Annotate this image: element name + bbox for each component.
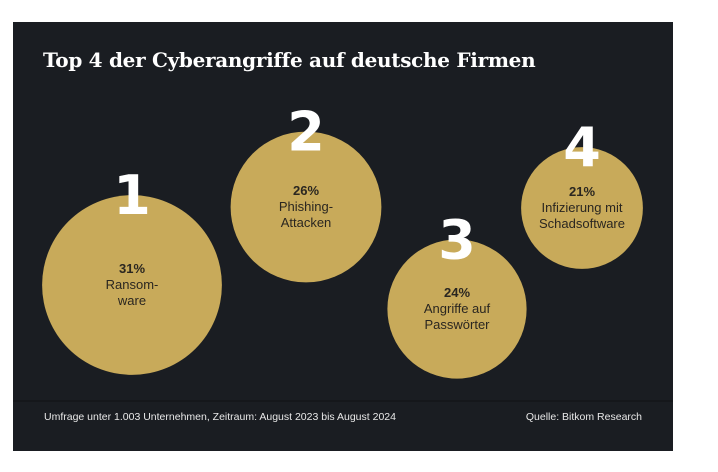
footer-divider (13, 400, 673, 402)
category-label: Attacken (281, 215, 332, 230)
bubble-circle (42, 195, 222, 375)
bubble-2: 2 26%Phishing-Attacken (230, 101, 382, 283)
value-label: 24% (444, 285, 470, 300)
value-label: 26% (293, 183, 319, 198)
infographic-panel: Top 4 der Cyberangriffe auf deutsche Fir… (13, 22, 673, 451)
rank-number: 4 (563, 116, 601, 179)
bubble-1: 1 31%Ransom-ware (42, 164, 222, 375)
category-label: Passwörter (424, 317, 490, 332)
source-note: Quelle: Bitkom Research (525, 411, 642, 423)
category-label: Angriffe auf (424, 301, 491, 316)
category-label: Infizierung mit (542, 200, 623, 215)
chart-title: Top 4 der Cyberangriffe auf deutsche Fir… (43, 48, 536, 72)
bubble-circle (230, 131, 382, 283)
rank-number: 2 (287, 101, 325, 164)
bubble-chart: 1 31%Ransom-ware 2 26%Phishing-Attacken 3 24%… (42, 101, 643, 379)
value-label: 31% (119, 261, 145, 276)
category-label: Schadsoftware (539, 216, 625, 231)
bubble-circle (521, 147, 643, 269)
category-label: ware (117, 293, 146, 308)
category-label: Phishing- (279, 199, 333, 214)
bubble-circle (387, 239, 527, 379)
value-label: 21% (569, 184, 595, 199)
rank-number: 1 (113, 164, 151, 227)
category-label: Ransom- (106, 277, 159, 292)
survey-note: Umfrage unter 1.003 Unternehmen, Zeitrau… (44, 411, 396, 423)
rank-number: 3 (438, 208, 476, 271)
